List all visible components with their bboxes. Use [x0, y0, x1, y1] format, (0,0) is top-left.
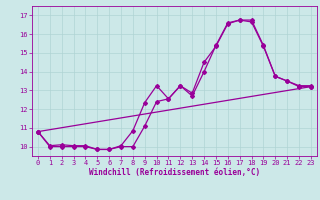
X-axis label: Windchill (Refroidissement éolien,°C): Windchill (Refroidissement éolien,°C): [89, 168, 260, 177]
